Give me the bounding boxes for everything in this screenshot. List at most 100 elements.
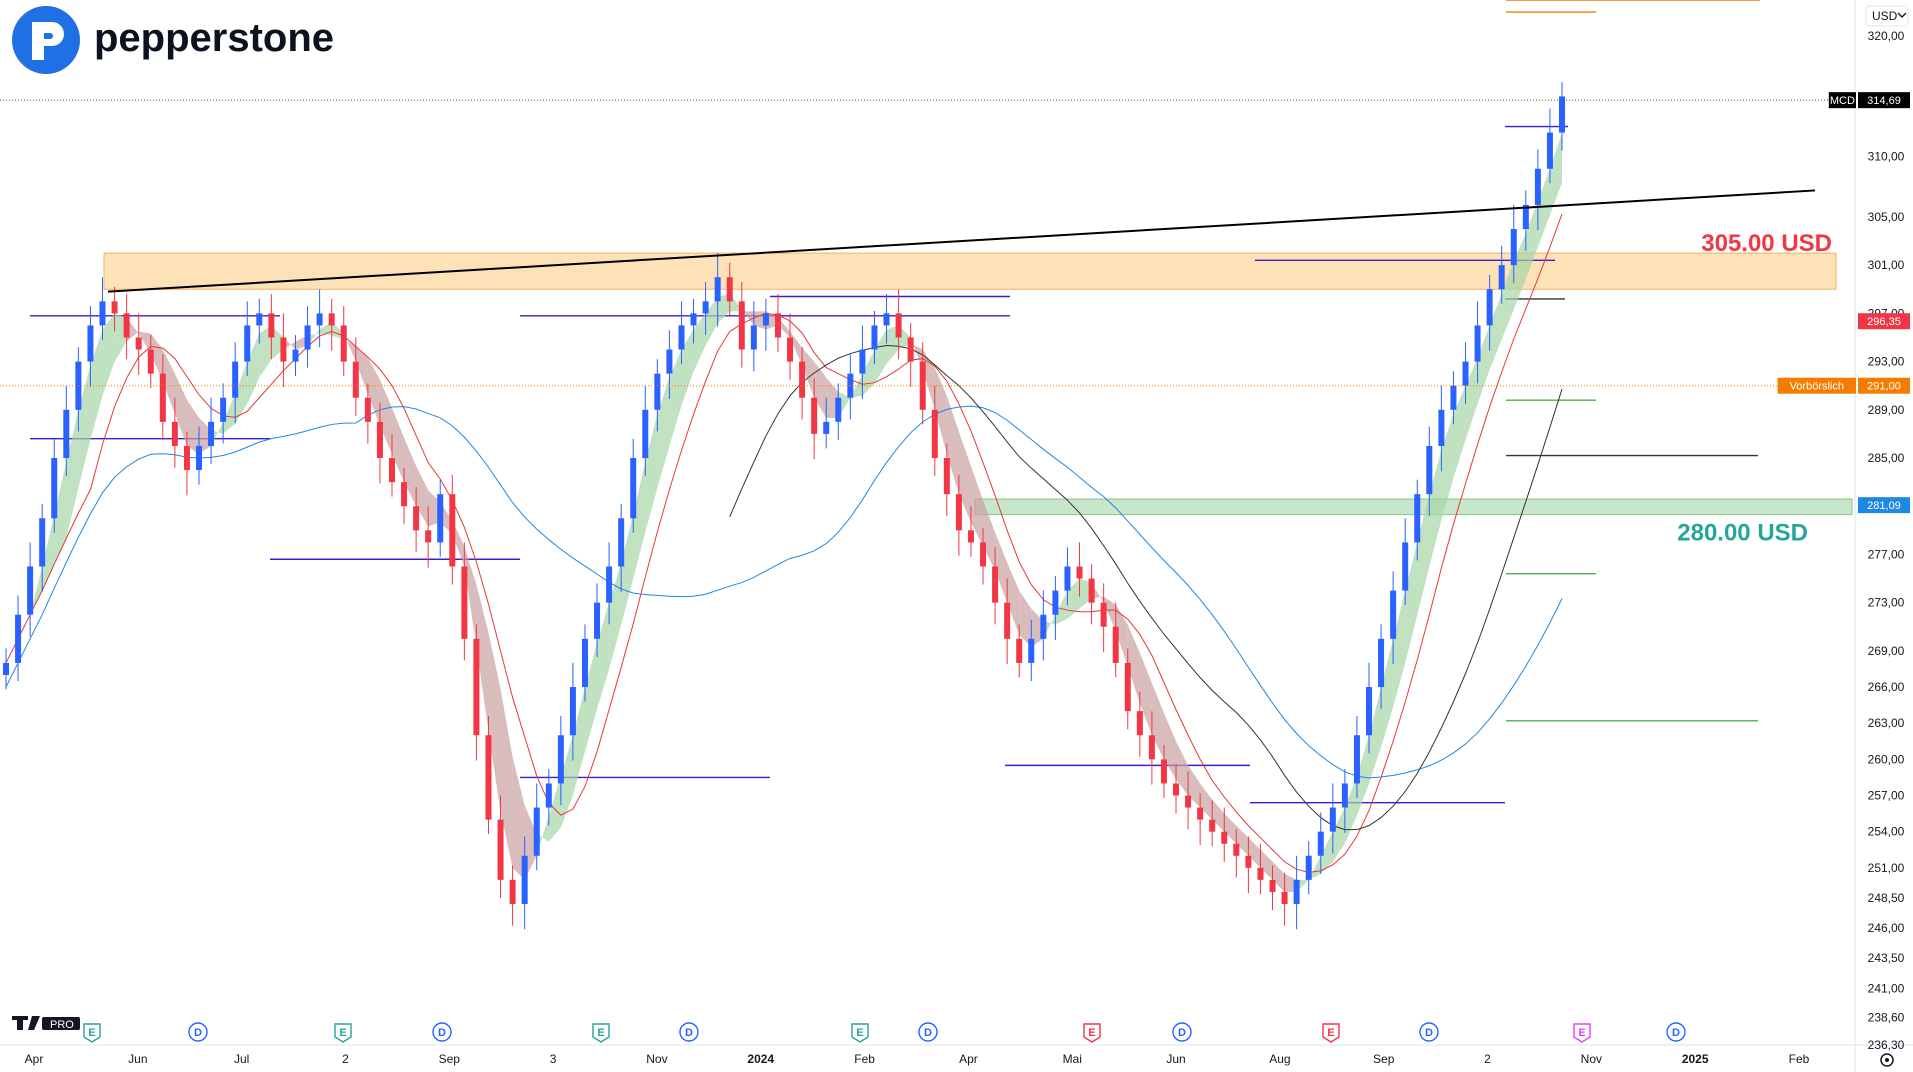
ribbon-segment	[1151, 683, 1164, 760]
resistance-zone[interactable]	[103, 252, 1837, 290]
trendline[interactable]	[107, 189, 1816, 293]
candle-body	[1317, 831, 1324, 856]
ribbon-segment	[1019, 590, 1032, 647]
price-tick-label: 236,30	[1868, 1038, 1905, 1052]
price-tick-label: 277,00	[1868, 547, 1905, 561]
ribbon-segment	[705, 297, 718, 346]
time-tick-label: Jun	[1166, 1052, 1185, 1066]
ribbon-segment	[283, 337, 296, 350]
ribbon-segment	[1212, 799, 1225, 832]
candle-body	[1510, 229, 1517, 266]
ribbon-segment	[1272, 861, 1285, 892]
ribbon-segment	[886, 325, 899, 364]
earnings-event-icon	[1322, 1023, 1340, 1043]
dividend-event-icon	[432, 1022, 452, 1042]
candle-body	[1438, 409, 1445, 446]
candle-body	[1329, 807, 1336, 832]
time-tick-label: 2	[342, 1052, 349, 1066]
overlay-layer: 305.00 USD 280.00 USD	[0, 99, 1855, 547]
support-zone[interactable]	[974, 498, 1853, 516]
price-tick-label: 293,00	[1868, 355, 1905, 369]
dividend-event-icon	[1419, 1022, 1439, 1042]
earnings-event-icon	[334, 1023, 352, 1043]
ribbon-segment	[1537, 168, 1550, 248]
ribbon-segment	[560, 735, 573, 828]
dividend-event-icon	[918, 1022, 938, 1042]
ribbon-segment	[1176, 741, 1189, 796]
ribbon-segment	[1332, 807, 1345, 862]
ribbon-segment	[1393, 590, 1406, 708]
price-tick-label: 248,50	[1868, 891, 1905, 905]
ribbon-segment	[404, 437, 417, 507]
dividend-event-icon	[679, 1022, 699, 1042]
candle-body	[1305, 855, 1312, 880]
candle-body	[943, 458, 950, 495]
candle-body	[1233, 843, 1240, 856]
time-tick-label: Sep	[439, 1052, 461, 1066]
candle-body	[847, 373, 854, 398]
candle-body	[1245, 855, 1252, 868]
price-badge-label: MCD	[1830, 95, 1855, 107]
candle-body	[1100, 602, 1107, 627]
candle-body	[1546, 132, 1553, 169]
candle-body	[437, 494, 444, 543]
candle-body	[1559, 96, 1565, 133]
candle-body	[678, 325, 685, 350]
time-axis[interactable]: Apr Jun Jul 2 Sep 3 Nov 2024 Feb Apr Mai Jun Aug Sep 2…	[25, 1052, 1810, 1066]
candle-body	[967, 530, 974, 543]
ribbon-segment	[1405, 542, 1418, 663]
candle-body	[316, 313, 323, 326]
ribbon-segment	[814, 361, 827, 418]
ribbon-segment	[1224, 813, 1237, 844]
price-tick-label: 254,00	[1868, 825, 1905, 839]
candle-body	[955, 494, 962, 531]
candle-body	[1269, 879, 1276, 892]
price-badge-value: 291,00	[1867, 381, 1901, 393]
price-tick-label: 243,50	[1868, 951, 1905, 965]
event-label: D	[1672, 1027, 1680, 1039]
candle-body	[907, 337, 914, 362]
pepperstone-logo: pepperstone	[12, 6, 334, 74]
time-tick-label: Feb	[1789, 1052, 1810, 1066]
candle-body	[364, 397, 371, 422]
candle-body	[3, 662, 9, 675]
candle-body	[642, 409, 649, 459]
candle-body	[352, 361, 359, 398]
ribbon-segment	[669, 349, 682, 446]
event-label: D	[924, 1027, 932, 1039]
currency-selector[interactable]: USD	[1865, 5, 1909, 27]
time-tick-label: Jul	[234, 1052, 249, 1066]
candle-body	[738, 301, 745, 350]
candle-body	[811, 397, 818, 434]
ribbon-segment	[162, 349, 175, 414]
ribbon-segment	[1465, 357, 1478, 440]
candle-body	[919, 361, 926, 410]
ribbon-segment	[1320, 831, 1333, 874]
ribbon-segment	[850, 373, 863, 398]
ribbon-segment	[150, 333, 163, 382]
ribbon-segment	[1429, 449, 1442, 567]
candle-body	[280, 337, 287, 362]
ribbon-segment	[609, 562, 622, 669]
ribbon-segment	[1369, 687, 1382, 784]
price-badge	[1858, 313, 1910, 330]
candle-body	[1378, 638, 1385, 688]
ribbon-segment	[572, 687, 585, 796]
ribbon-segment	[452, 520, 465, 567]
dividend-event-icon	[188, 1022, 208, 1042]
dividend-event-icon	[1172, 1022, 1192, 1042]
ribbon-segment	[536, 815, 549, 856]
gear-icon[interactable]	[1880, 1053, 1894, 1067]
candle-body	[1136, 711, 1143, 736]
candle-body	[992, 566, 999, 603]
event-label: E	[339, 1027, 346, 1039]
price-tick-label: 260,00	[1868, 752, 1905, 766]
ribbon-segment	[1188, 765, 1201, 808]
price-badge-tag	[1777, 377, 1856, 394]
price-tick-label: 246,00	[1868, 921, 1905, 935]
ribbon-segment	[1248, 837, 1261, 868]
candle-body	[1004, 602, 1011, 639]
ribbon-segment	[717, 293, 730, 324]
